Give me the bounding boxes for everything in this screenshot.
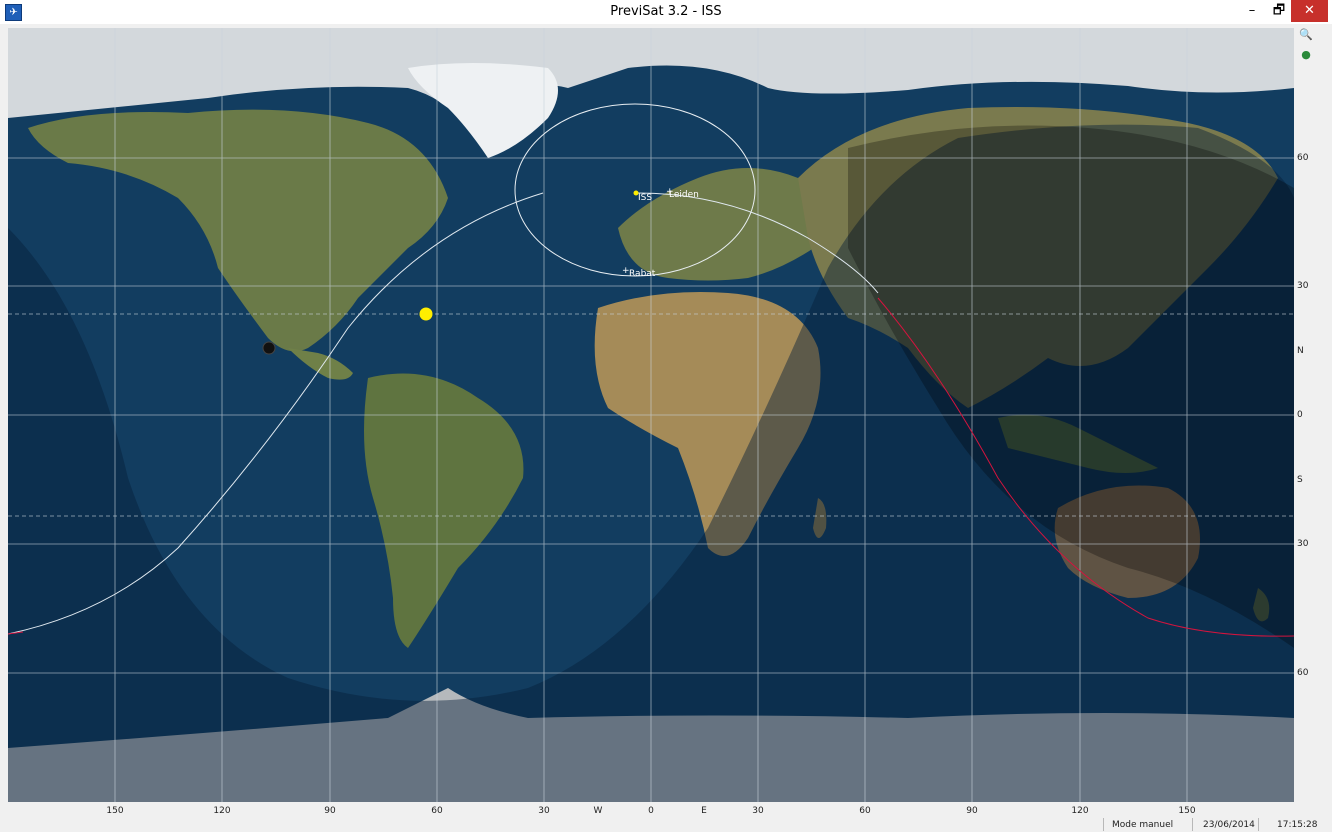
indonesia xyxy=(998,414,1158,473)
lon-label-0: 0 xyxy=(648,806,654,816)
status-date: 23/06/2014 xyxy=(1203,820,1255,830)
ground-track-night-west xyxy=(8,631,24,635)
lat-label-s: S xyxy=(1297,475,1303,485)
lon-label-150e: 150 xyxy=(1178,806,1196,816)
lon-label-90e: 90 xyxy=(966,806,978,816)
leiden-cross: + xyxy=(666,187,674,197)
ground-track-past xyxy=(8,192,544,635)
europe xyxy=(618,168,830,281)
lat-label-30s: 30 xyxy=(1297,539,1309,549)
tropics xyxy=(8,313,1294,517)
lon-label-90w: 90 xyxy=(324,806,336,816)
magnifier-icon[interactable]: 🔍 xyxy=(1299,28,1313,41)
iss-label: ISS xyxy=(638,193,653,203)
rabat-cross: + xyxy=(622,266,630,276)
lon-label-e: E xyxy=(701,806,707,816)
leiden-label: Leiden xyxy=(669,190,699,200)
night-region-west xyxy=(8,124,1294,802)
status-mode: Mode manuel xyxy=(1112,820,1174,830)
lat-label-n: N xyxy=(1297,346,1304,356)
lon-label-30e: 30 xyxy=(752,806,764,816)
status-time: 17:15:28 xyxy=(1277,820,1318,830)
lon-label-w: W xyxy=(593,806,603,816)
minimize-button[interactable]: – xyxy=(1248,3,1256,18)
status-separator xyxy=(1258,818,1259,831)
status-separator xyxy=(1192,818,1193,831)
lat-label-30n: 30 xyxy=(1297,281,1309,291)
graticule xyxy=(8,28,1294,802)
arctic-ice xyxy=(8,28,1294,138)
lon-label-30w: 30 xyxy=(538,806,550,816)
lon-label-120e: 120 xyxy=(1071,806,1089,816)
world-map[interactable]: + + ISS Leiden Rabat xyxy=(8,28,1294,802)
satellite-icon[interactable]: ✈ xyxy=(5,4,22,21)
south-america xyxy=(364,373,524,648)
rabat-label: Rabat xyxy=(629,269,656,279)
close-button[interactable]: ✕ xyxy=(1291,0,1328,22)
lon-label-120w: 120 xyxy=(213,806,231,816)
greenland xyxy=(408,63,558,158)
sun-marker[interactable] xyxy=(419,307,433,321)
lon-label-150w: 150 xyxy=(106,806,124,816)
maximize-button[interactable]: 🗗 xyxy=(1272,3,1286,18)
lon-label-60e: 60 xyxy=(859,806,871,816)
central-america xyxy=(288,348,353,380)
night-region-east xyxy=(848,125,1294,648)
visibility-circle xyxy=(514,103,756,277)
north-america xyxy=(28,109,448,352)
moon-marker[interactable] xyxy=(262,341,276,355)
new-zealand xyxy=(1253,588,1270,622)
australia xyxy=(1054,485,1200,598)
title-bar: ✈ PreviSat 3.2 - ISS – 🗗 ✕ xyxy=(0,0,1332,24)
lat-label-0: 0 xyxy=(1297,410,1303,420)
iss-marker[interactable] xyxy=(633,190,639,196)
ground-track-night xyxy=(877,297,1294,637)
ground-track-future xyxy=(637,192,879,294)
asia xyxy=(798,107,1278,408)
map-canvas: + + xyxy=(8,28,1294,802)
window-title: PreviSat 3.2 - ISS xyxy=(610,4,722,19)
lat-label-60s: 60 xyxy=(1297,668,1309,678)
globe-icon[interactable]: ● xyxy=(1301,48,1311,61)
lon-label-60w: 60 xyxy=(431,806,443,816)
madagascar xyxy=(813,498,827,538)
lat-label-60n: 60 xyxy=(1297,153,1309,163)
status-separator xyxy=(1103,818,1104,831)
